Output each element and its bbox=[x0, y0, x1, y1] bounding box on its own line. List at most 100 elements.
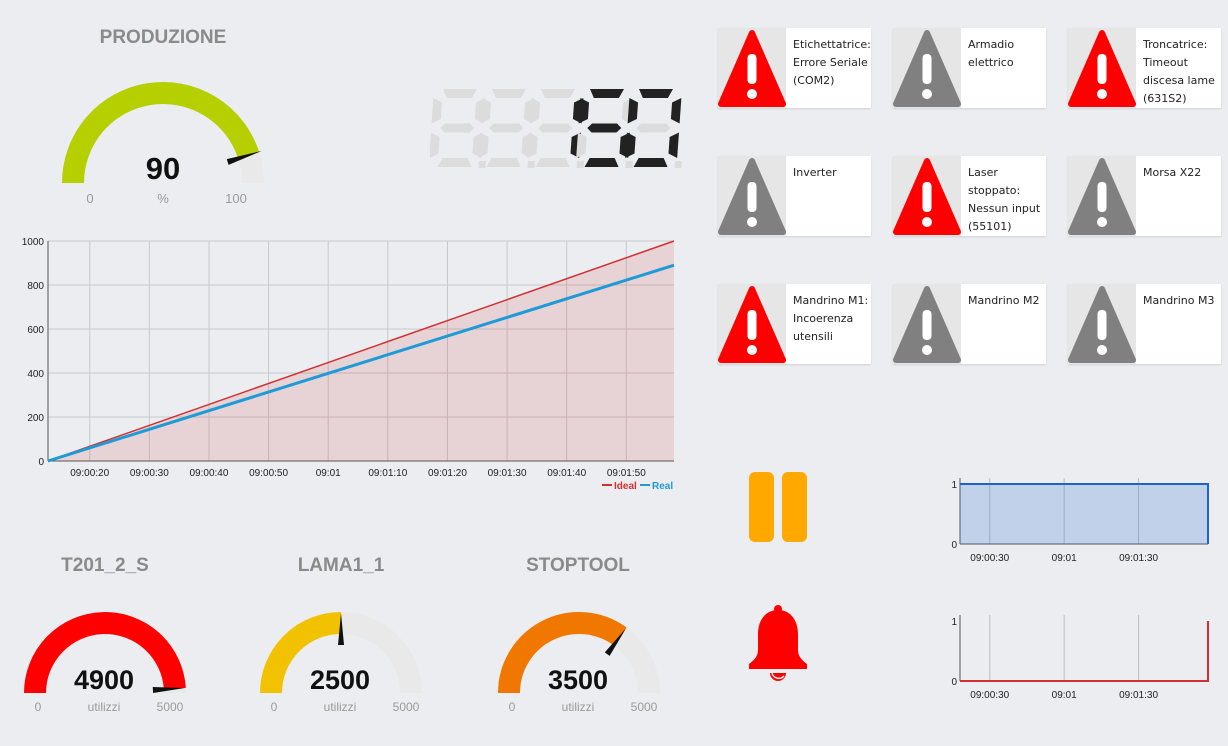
production-line-chart: 0 200 400 600 800 1000 09:00:20 09:00:30 09:00:4… bbox=[22, 237, 675, 492]
display-segment bbox=[639, 89, 673, 98]
display-segment bbox=[430, 132, 440, 158]
alarm-card[interactable]: Laser stoppato: Nessun input (55101) bbox=[893, 156, 1046, 236]
stoptool-value: 3500 bbox=[548, 665, 608, 695]
stoptool-min: 0 bbox=[509, 700, 516, 714]
display-digit bbox=[576, 89, 633, 168]
display-segment bbox=[541, 89, 575, 98]
produzione-unit: % bbox=[157, 191, 169, 206]
display-segment bbox=[670, 98, 682, 124]
step-area bbox=[960, 484, 1208, 544]
x-tick-label: 09:01 bbox=[1052, 553, 1077, 564]
alarm-label: Mandrino M2 bbox=[968, 294, 1040, 307]
display-segment bbox=[538, 123, 573, 133]
ideal-series-line bbox=[47, 240, 675, 462]
x-tick-label: 09:00:30 bbox=[970, 553, 1009, 564]
alarm-card[interactable]: Mandrino M1: Incoerenza utensili bbox=[718, 284, 871, 364]
stoptool-max: 5000 bbox=[631, 700, 658, 714]
display-dot bbox=[478, 161, 486, 168]
y-tick-label: 1000 bbox=[22, 237, 45, 248]
y-tick-label: 200 bbox=[27, 413, 44, 424]
display-segment bbox=[535, 158, 570, 167]
bell-icon bbox=[749, 605, 807, 681]
t201-gauge: 4900 0 utilizzi 5000 bbox=[24, 612, 186, 714]
display-segment bbox=[527, 132, 538, 158]
lama-min: 0 bbox=[271, 700, 278, 714]
alarm-label: Mandrino M1: Incoerenza utensili bbox=[793, 294, 869, 343]
warning-icon bbox=[718, 156, 786, 236]
warning-icon bbox=[1068, 156, 1136, 236]
alarm-card[interactable]: Morsa X22 bbox=[1068, 156, 1221, 236]
alarm-bell-button[interactable] bbox=[745, 602, 811, 686]
warning-icon bbox=[893, 284, 961, 364]
x-tick-label: 09:00:50 bbox=[249, 468, 288, 479]
alarm-label: Mandrino M3 bbox=[1143, 294, 1215, 307]
lama-unit: utilizzi bbox=[324, 700, 357, 714]
display-segment bbox=[529, 98, 541, 124]
x-tick-label: 09:01:30 bbox=[1119, 690, 1158, 701]
display-segment bbox=[492, 89, 526, 98]
stoptool-unit: utilizzi bbox=[562, 700, 595, 714]
display-dot bbox=[674, 161, 682, 168]
display-segment bbox=[578, 98, 590, 124]
seven-segment-display bbox=[430, 89, 682, 168]
display-segment bbox=[633, 158, 668, 167]
display-segment bbox=[625, 132, 636, 158]
display-digit bbox=[625, 89, 682, 168]
alarm-label: Morsa X22 bbox=[1143, 166, 1202, 179]
x-tick-label: 09:01:30 bbox=[1119, 553, 1158, 564]
display-segment bbox=[636, 123, 671, 133]
display-segment bbox=[437, 158, 472, 167]
status-chart-2: 09:00:30 09:01 09:01:30 0 1 bbox=[951, 615, 1209, 701]
x-tick-label: 09:01:20 bbox=[428, 468, 467, 479]
display-digit bbox=[478, 89, 535, 168]
display-segment bbox=[627, 98, 639, 124]
y-tick-label: 600 bbox=[27, 325, 44, 336]
alarm-card[interactable]: Etichettatrice: Errore Seriale (COM2) bbox=[718, 28, 871, 108]
display-segment bbox=[576, 132, 587, 158]
display-dot bbox=[625, 161, 633, 168]
display-dot bbox=[576, 161, 584, 168]
y-tick-label: 0 bbox=[951, 540, 957, 551]
warning-icon bbox=[893, 156, 961, 236]
display-segment bbox=[489, 123, 524, 133]
lama-max: 5000 bbox=[393, 700, 420, 714]
display-dot bbox=[527, 161, 535, 168]
t201-value: 4900 bbox=[74, 665, 134, 695]
alarm-card[interactable]: Troncatrice: Timeout discesa lame (631S2… bbox=[1068, 28, 1221, 108]
t201-title: T201_2_S bbox=[61, 555, 149, 576]
alarm-card[interactable]: Inverter bbox=[718, 156, 871, 236]
alarm-card[interactable]: Armadio elettrico bbox=[893, 28, 1046, 108]
display-segment bbox=[443, 89, 477, 98]
real-series-line bbox=[47, 263, 675, 463]
stoptool-title: STOPTOOL bbox=[526, 555, 630, 576]
step-line bbox=[960, 483, 1209, 544]
y-tick-label: 1 bbox=[951, 617, 957, 628]
x-tick-label: 09:01:30 bbox=[488, 468, 527, 479]
produzione-value: 90 bbox=[146, 151, 180, 186]
display-segment bbox=[486, 158, 521, 167]
y-tick-label: 400 bbox=[27, 369, 44, 380]
alarm-card[interactable]: Mandrino M3 bbox=[1068, 284, 1221, 364]
step-line bbox=[960, 621, 1209, 682]
alarm-label: Inverter bbox=[793, 166, 837, 179]
legend-real-label: Real bbox=[652, 481, 673, 492]
pause-icon bbox=[749, 472, 807, 542]
y-tick-label: 0 bbox=[38, 457, 44, 468]
produzione-title: PRODUZIONE bbox=[99, 27, 227, 48]
alarm-card[interactable]: Mandrino M2 bbox=[893, 284, 1046, 364]
display-segment bbox=[480, 98, 492, 124]
alarm-label: Etichettatrice: Errore Seriale (COM2) bbox=[793, 38, 871, 87]
x-tick-label: 09:00:30 bbox=[130, 468, 169, 479]
stoptool-gauge: 3500 0 utilizzi 5000 bbox=[498, 612, 660, 714]
display-segment bbox=[668, 132, 679, 158]
y-tick-label: 1 bbox=[951, 480, 957, 491]
produzione-gauge: 90 0 % 100 bbox=[62, 82, 264, 206]
x-tick-label: 09:00:40 bbox=[190, 468, 229, 479]
x-tick-label: 09:01:10 bbox=[368, 468, 407, 479]
alarm-label: Troncatrice: Timeout discesa lame (631S2… bbox=[1143, 38, 1215, 105]
alarm-label: Armadio elettrico bbox=[968, 38, 1015, 69]
pause-button[interactable] bbox=[745, 470, 811, 546]
t201-min: 0 bbox=[35, 700, 42, 714]
warning-icon bbox=[1068, 28, 1136, 108]
produzione-min: 0 bbox=[86, 191, 93, 206]
